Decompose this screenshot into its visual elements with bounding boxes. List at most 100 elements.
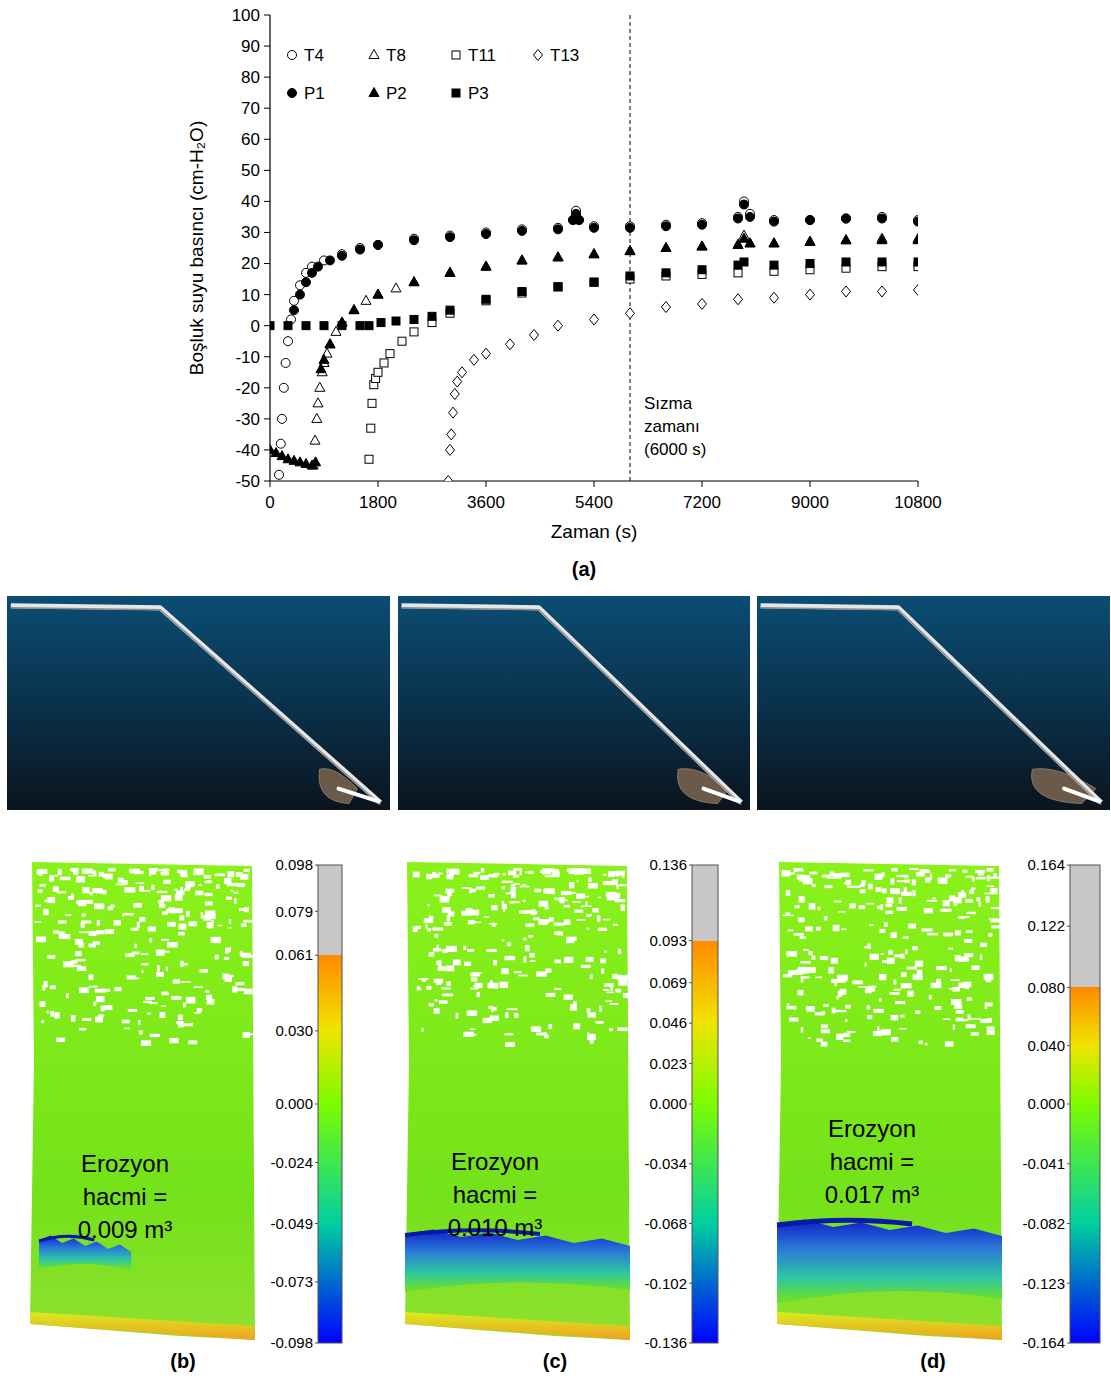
y-tick [264, 108, 270, 109]
cloud-gap [134, 871, 144, 874]
cloud-gap [226, 897, 232, 900]
toe-streak [1064, 789, 1099, 802]
point [450, 389, 459, 400]
cloud-gap [449, 873, 453, 879]
cloud-gap [183, 1003, 186, 1008]
cloud-gap [803, 949, 808, 951]
cloud-gap [953, 897, 962, 903]
cloud-gap [581, 906, 592, 908]
cloud-gap [137, 922, 140, 928]
cloud-gap [179, 915, 184, 920]
cloud-gap [941, 909, 952, 912]
cloud-gap [211, 920, 213, 925]
cloud-gap [161, 895, 171, 901]
cloud-gap [924, 908, 933, 913]
cloud-gap [621, 904, 625, 910]
point [380, 359, 388, 367]
point [626, 308, 635, 319]
cloud-gap [586, 914, 590, 917]
point [841, 235, 851, 244]
cloud-gap [821, 1024, 828, 1028]
point [914, 217, 919, 226]
cloud-gap [787, 1003, 789, 1005]
cloud-gap [845, 1005, 850, 1009]
cloud-gap [588, 878, 592, 882]
cloud-gap [504, 956, 515, 960]
cloud-gap [471, 977, 477, 981]
cloud-gap [186, 997, 195, 1003]
point [374, 240, 383, 249]
colorbar-tick-label: -0.073 [270, 1273, 313, 1290]
cloud-gap [889, 992, 899, 995]
x-tick [918, 481, 919, 487]
point [517, 255, 527, 264]
cloud-gap [147, 1013, 151, 1015]
cloud-gap [245, 953, 251, 957]
cloud-gap [891, 868, 897, 871]
cloud-gap [862, 880, 866, 885]
y-tick-label: -50 [235, 472, 260, 491]
point [517, 255, 527, 264]
cloud-gap [943, 900, 950, 906]
cloud-gap [211, 937, 221, 943]
cloud-gap [906, 967, 916, 970]
x-tick [486, 481, 487, 487]
cloud-gap [427, 904, 430, 906]
cloud-gap [913, 974, 923, 980]
cloud-gap [139, 886, 144, 892]
y-tick [264, 294, 270, 295]
y-tick-label: 70 [241, 99, 260, 118]
slope-profile-edge [11, 608, 381, 805]
cloud-gap [618, 949, 621, 954]
cloud-gap [990, 919, 1000, 922]
cloud-gap [41, 1020, 44, 1023]
cloud-gap [75, 951, 82, 956]
point [368, 399, 376, 407]
cloud-gap [570, 1004, 577, 1010]
cloud-gap [438, 966, 447, 971]
colorbar-tick-label: 0.023 [649, 1055, 687, 1072]
cloud-gap [98, 1014, 104, 1016]
y-tick [264, 263, 270, 264]
cloud-gap [493, 1007, 497, 1011]
cloud-gap [613, 924, 618, 926]
point [356, 322, 364, 330]
cloud-gap [544, 1035, 548, 1039]
colorbar-tick-label: -0.136 [644, 1334, 687, 1351]
cloud-gap [188, 1040, 197, 1044]
cloud-gap [82, 913, 86, 916]
erosion-volume-text: Erozyon [828, 1115, 916, 1142]
cloud-gap [564, 957, 573, 963]
point [554, 320, 563, 331]
cloud-gap [867, 1005, 870, 1009]
panel-label: (b) [170, 1350, 196, 1372]
cloud-gap [816, 1038, 822, 1041]
cloud-gap [102, 890, 107, 894]
y-tick [264, 418, 270, 419]
point [284, 322, 292, 330]
point [290, 306, 299, 315]
x-tick [810, 481, 811, 487]
colorbar-tick-label: -0.049 [270, 1215, 313, 1232]
cloud-gap [991, 907, 1000, 909]
cloud-gap [836, 996, 839, 999]
cloud-gap [507, 1008, 517, 1010]
cloud-gap [228, 927, 232, 929]
erosion-volume-text: hacmi = [83, 1183, 168, 1210]
cloud-gap [581, 965, 591, 968]
cloud-gap [55, 875, 58, 877]
point [770, 217, 779, 226]
cloud-gap [65, 914, 71, 916]
point [482, 295, 490, 303]
series-t11 [365, 263, 918, 464]
cloud-gap [441, 987, 450, 989]
cloud-gap [486, 949, 496, 952]
y-tick-label: -40 [235, 441, 260, 460]
cloud-gap [916, 872, 925, 877]
cloud-gap [186, 911, 190, 917]
cloud-gap [867, 1015, 872, 1019]
cloud-gap [421, 1028, 423, 1032]
cloud-gap [512, 901, 521, 903]
cloud-gap [216, 884, 220, 888]
cloud-gap [820, 956, 828, 960]
